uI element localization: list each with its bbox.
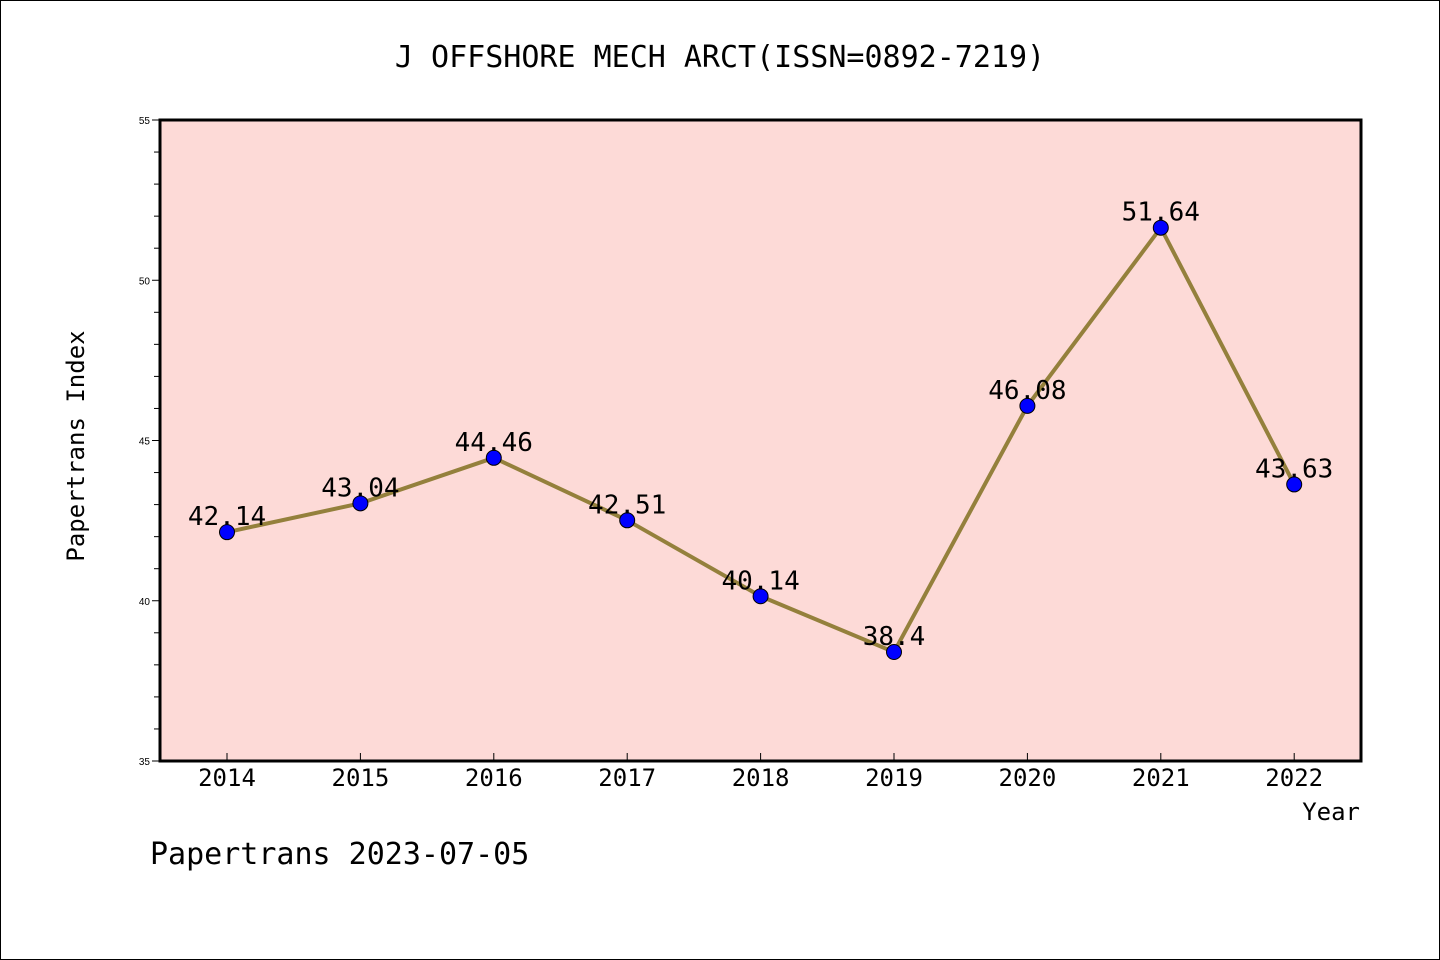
x-tick-label: 2017 xyxy=(598,764,656,792)
data-point xyxy=(1019,397,1036,414)
data-label: 38.4 xyxy=(863,622,926,652)
x-tick-label: 2014 xyxy=(198,764,256,792)
data-labels: 42.14 43.04 44.46 42.51 40.14 38.4 46.08 51.64 4… xyxy=(188,198,1333,652)
data-point xyxy=(485,449,502,466)
x-tick-label: 2021 xyxy=(1132,764,1190,792)
x-tick-label: 2022 xyxy=(1265,764,1323,792)
x-axis: 2014 2015 2016 2017 2018 2019 2020 2021 2022 xyxy=(198,753,1323,792)
x-tick-label: 2020 xyxy=(999,764,1057,792)
x-tick-label: 2019 xyxy=(865,764,923,792)
footer-text: Papertrans 2023-07-05 xyxy=(150,837,529,872)
data-label: 44.46 xyxy=(455,428,533,458)
x-axis-label: Year xyxy=(1302,798,1360,826)
y-axis: 35 40 45 50 55 xyxy=(139,116,160,768)
x-tick-label: 2015 xyxy=(332,764,390,792)
data-point xyxy=(1286,476,1303,493)
data-label: 42.14 xyxy=(188,502,266,532)
y-axis-label: Papertrans Index xyxy=(62,330,90,561)
data-label: 46.08 xyxy=(988,376,1066,406)
y-tick-label: 50 xyxy=(139,276,151,287)
data-point xyxy=(752,588,769,605)
data-point xyxy=(1152,219,1169,236)
data-point xyxy=(619,512,636,529)
data-label: 40.14 xyxy=(721,566,799,596)
x-tick-label: 2018 xyxy=(732,764,790,792)
y-tick-label: 55 xyxy=(139,116,151,127)
x-tick-label: 2016 xyxy=(465,764,523,792)
y-tick-label: 40 xyxy=(139,597,151,608)
data-point xyxy=(219,524,235,541)
data-point xyxy=(886,644,902,661)
data-label: 42.51 xyxy=(588,490,666,520)
data-point xyxy=(352,495,369,512)
y-tick-label: 35 xyxy=(139,757,151,768)
data-label: 43.04 xyxy=(321,473,399,503)
data-label: 43.63 xyxy=(1255,454,1333,484)
series-markers xyxy=(219,219,1303,661)
chart-title: J OFFSHORE MECH ARCT(ISSN=0892-7219) xyxy=(395,40,1045,75)
data-label: 51.64 xyxy=(1122,198,1200,228)
y-tick-label: 45 xyxy=(139,437,151,448)
